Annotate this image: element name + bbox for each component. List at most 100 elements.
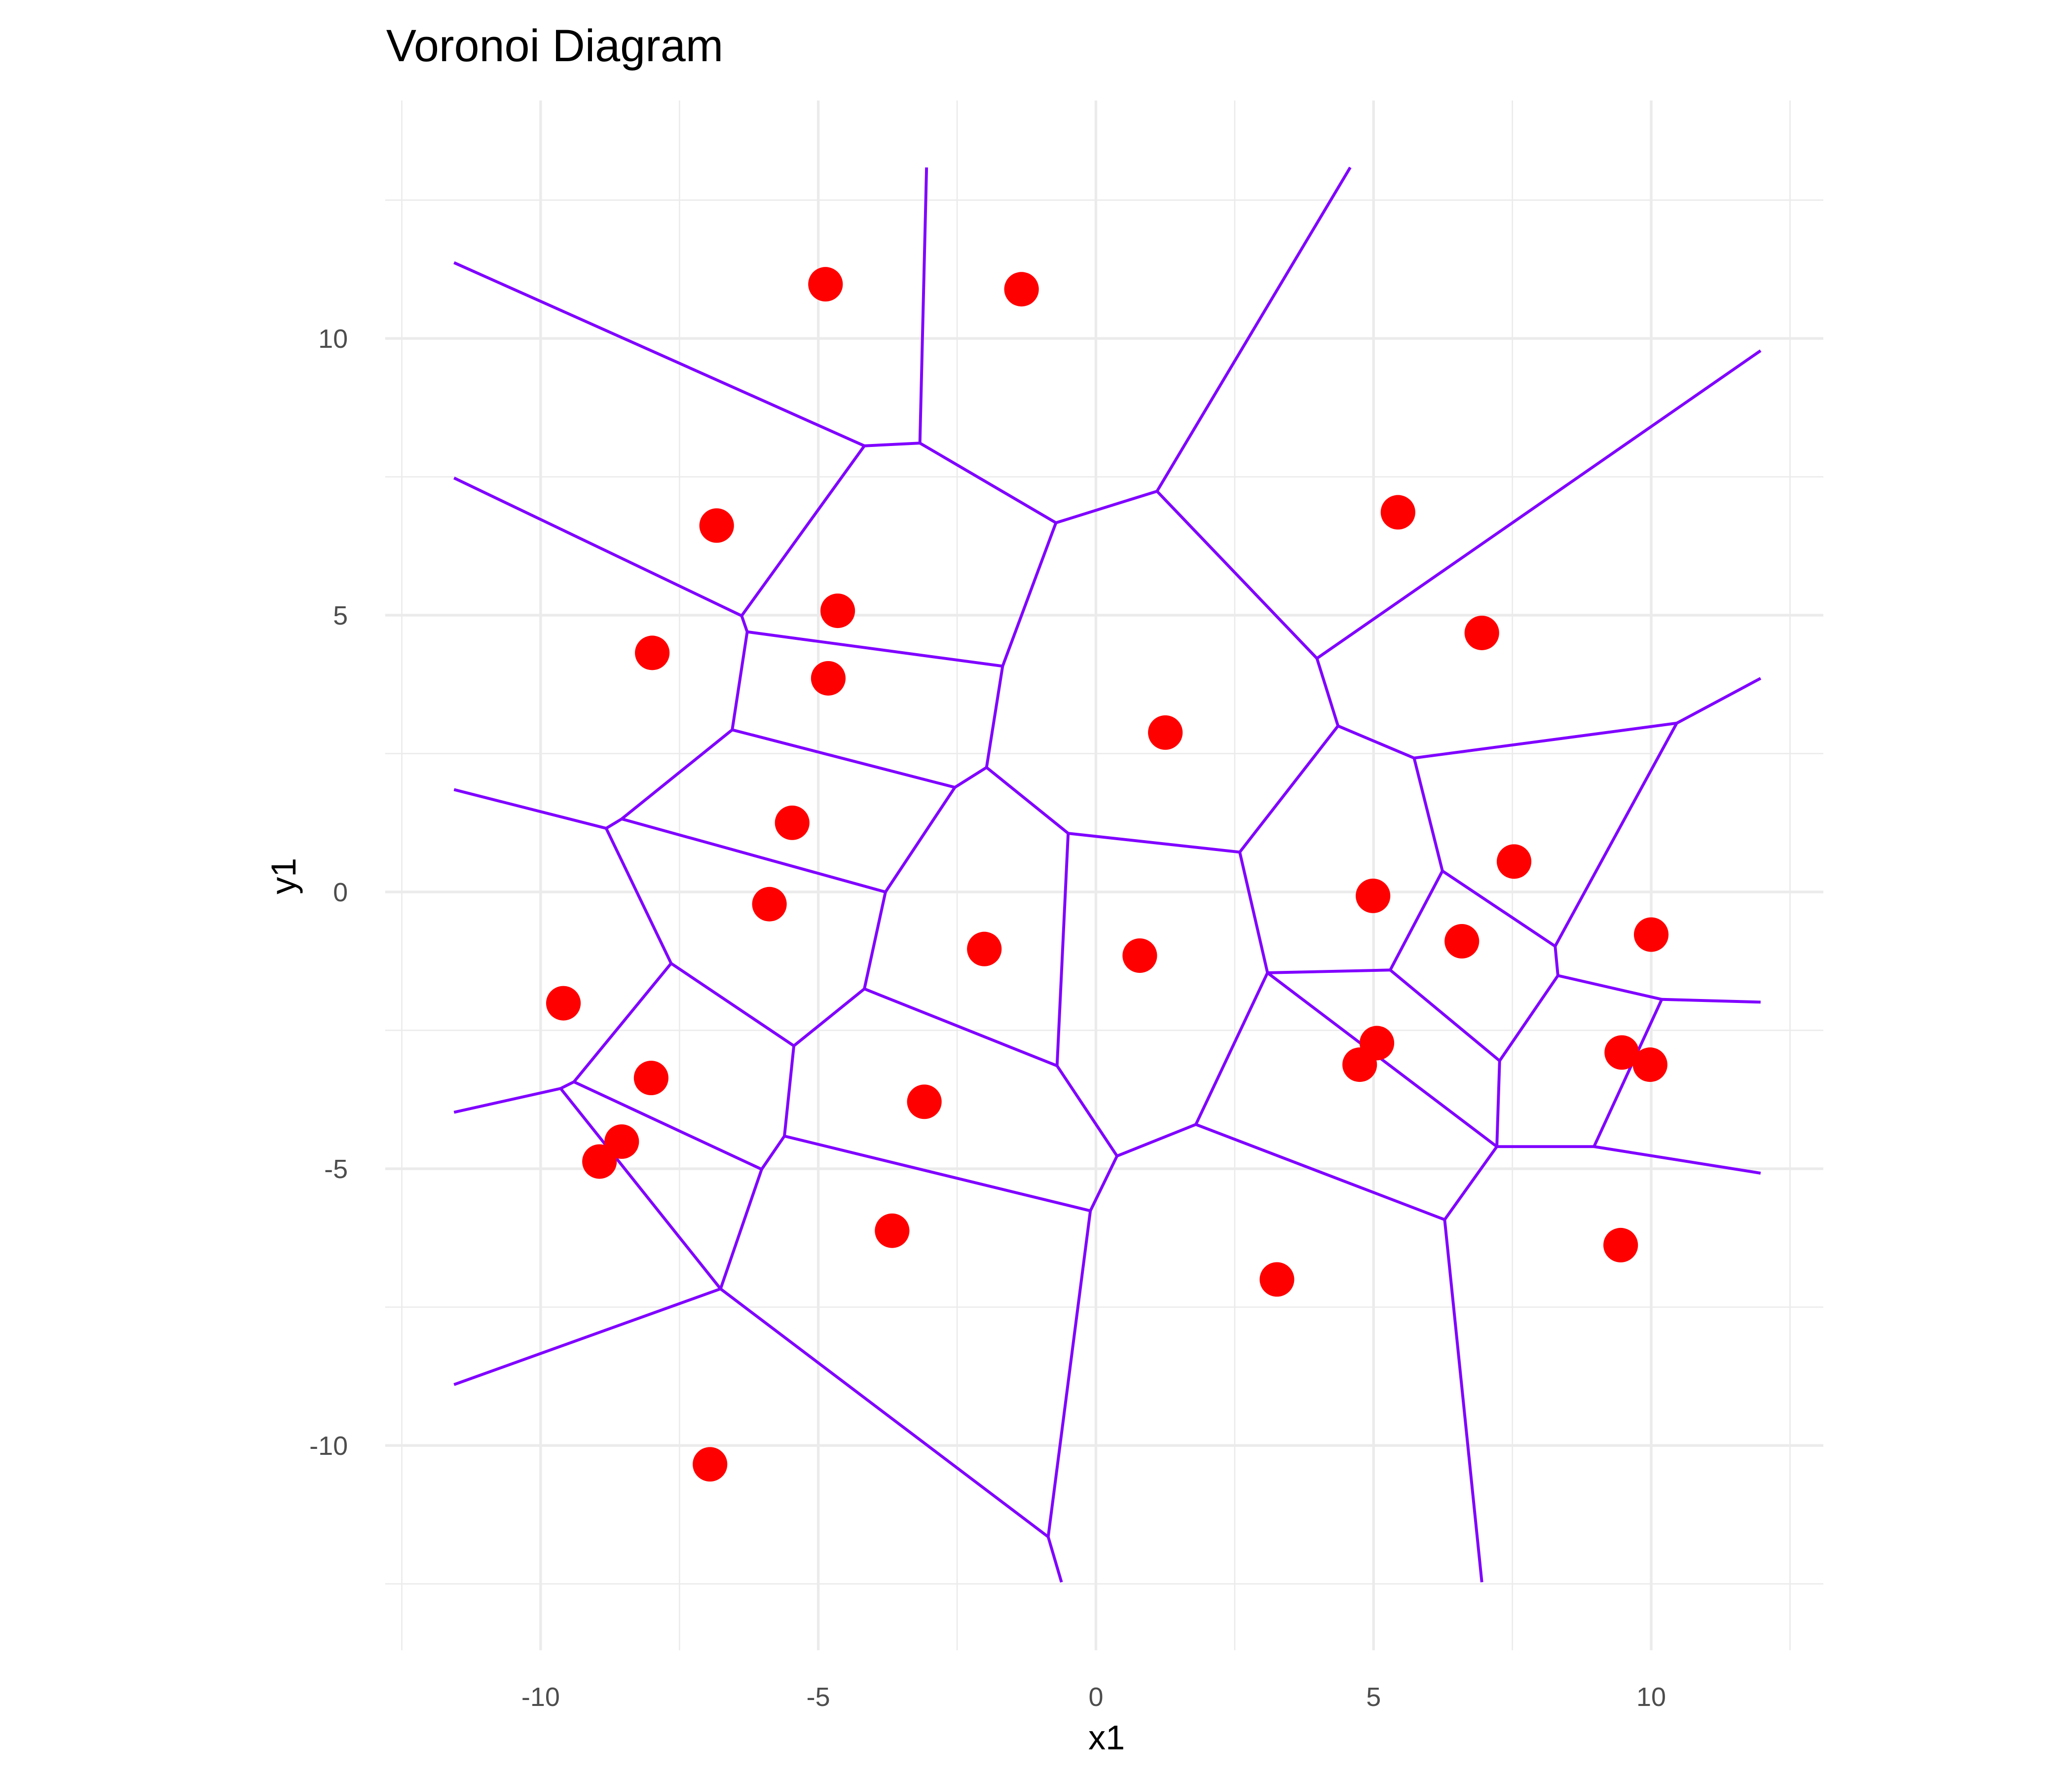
y-axis-title: y1 — [264, 858, 303, 894]
voronoi-edge — [864, 442, 920, 447]
data-point — [546, 986, 581, 1021]
data-point — [1633, 917, 1669, 952]
data-point — [633, 1061, 668, 1096]
voronoi-edge — [985, 666, 1004, 768]
data-point — [1259, 1262, 1295, 1297]
data-point — [582, 1144, 617, 1179]
voronoi-edge — [1676, 677, 1762, 725]
voronoi-edge — [760, 1135, 786, 1170]
voronoi-edge — [1593, 1145, 1761, 1175]
voronoi-edge — [1046, 1210, 1092, 1537]
voronoi-edge — [1389, 870, 1444, 971]
y-tick-label: 5 — [333, 601, 348, 630]
data-point — [752, 887, 787, 922]
x-tick-label: 5 — [1366, 1682, 1381, 1712]
data-point — [693, 1447, 728, 1482]
voronoi-edge — [1238, 725, 1339, 853]
data-points — [546, 267, 1669, 1482]
data-point — [811, 661, 846, 696]
voronoi-edge — [1194, 972, 1269, 1125]
voronoi-edge — [1055, 489, 1158, 524]
voronoi-edge — [1316, 349, 1762, 660]
voronoi-edge — [731, 631, 749, 730]
voronoi-edge — [453, 788, 607, 830]
voronoi-edge — [919, 442, 1057, 524]
voronoi-edge — [1554, 946, 1559, 976]
voronoi-edge — [670, 962, 795, 1047]
voronoi-edge — [1055, 833, 1070, 1066]
data-point — [1342, 1047, 1377, 1082]
data-point — [1632, 1047, 1667, 1082]
data-point — [1122, 938, 1157, 973]
y-tick-label: -10 — [309, 1431, 348, 1461]
data-point — [635, 635, 670, 670]
voronoi-edge — [1001, 522, 1058, 667]
voronoi-edge — [1443, 1219, 1483, 1583]
voronoi-edge — [719, 1288, 1049, 1538]
data-point — [1004, 272, 1039, 307]
y-tick-label: -5 — [324, 1154, 348, 1184]
data-point — [1604, 1035, 1639, 1070]
voronoi-edge — [1156, 490, 1318, 660]
x-tick-label: 10 — [1636, 1682, 1666, 1712]
data-point — [907, 1084, 942, 1119]
voronoi-edge — [740, 615, 749, 632]
data-point — [967, 931, 1002, 966]
voronoi-edge — [621, 817, 886, 893]
data-point — [1356, 878, 1391, 913]
x-axis-title: x1 — [1088, 1718, 1125, 1757]
voronoi-edge — [793, 988, 865, 1047]
data-point — [775, 805, 810, 840]
voronoi-edge — [918, 167, 928, 444]
data-point — [699, 508, 734, 543]
voronoi-edge — [605, 827, 673, 964]
x-tick-label: -5 — [807, 1682, 830, 1712]
voronoi-edge — [453, 477, 742, 617]
voronoi-edge — [605, 817, 623, 830]
data-point — [820, 593, 855, 629]
voronoi-edges — [453, 166, 1762, 1583]
voronoi-edge — [783, 1045, 796, 1137]
y-tick-label: 10 — [318, 324, 348, 354]
voronoi-edge — [732, 728, 956, 789]
voronoi-edge — [559, 1087, 722, 1290]
voronoi-edge — [453, 261, 865, 447]
data-point — [1603, 1227, 1638, 1262]
voronoi-edge — [719, 1169, 763, 1290]
voronoi-edge — [1495, 1061, 1501, 1147]
voronoi-edge — [1315, 658, 1340, 727]
data-point — [875, 1213, 910, 1248]
voronoi-edge — [1116, 1123, 1197, 1157]
voronoi-edge — [1662, 998, 1761, 1004]
voronoi-edge — [863, 987, 1058, 1068]
voronoi-edge — [1195, 1123, 1445, 1221]
voronoi-edge — [1155, 166, 1352, 492]
data-point — [1444, 924, 1480, 959]
voronoi-edge — [1337, 724, 1415, 760]
voronoi-edge — [784, 1134, 1091, 1213]
voronoi-edge — [1267, 968, 1391, 974]
voronoi-edge — [453, 1287, 721, 1386]
voronoi-edge — [1389, 968, 1501, 1062]
voronoi-edge — [573, 962, 672, 1083]
voronoi-edge — [1046, 1536, 1063, 1583]
data-point — [1496, 844, 1532, 879]
y-tick-label: 0 — [333, 878, 348, 907]
voronoi-edge — [1412, 757, 1444, 872]
voronoi-edge — [1068, 832, 1240, 854]
chart-title: Voronoi Diagram — [386, 21, 723, 71]
voronoi-edge — [1238, 851, 1269, 973]
data-point — [1148, 715, 1183, 750]
x-tick-label: 0 — [1088, 1682, 1103, 1712]
data-point — [604, 1124, 639, 1159]
voronoi-edge — [747, 630, 1003, 668]
voronoi-edge — [1089, 1155, 1118, 1212]
data-point — [808, 267, 843, 302]
voronoi-edge — [863, 891, 887, 990]
voronoi-edge — [573, 1080, 763, 1171]
voronoi-edge — [884, 786, 957, 893]
x-tick-label: -10 — [521, 1682, 560, 1712]
voronoi-edge — [1554, 722, 1678, 947]
data-point — [1380, 495, 1415, 530]
